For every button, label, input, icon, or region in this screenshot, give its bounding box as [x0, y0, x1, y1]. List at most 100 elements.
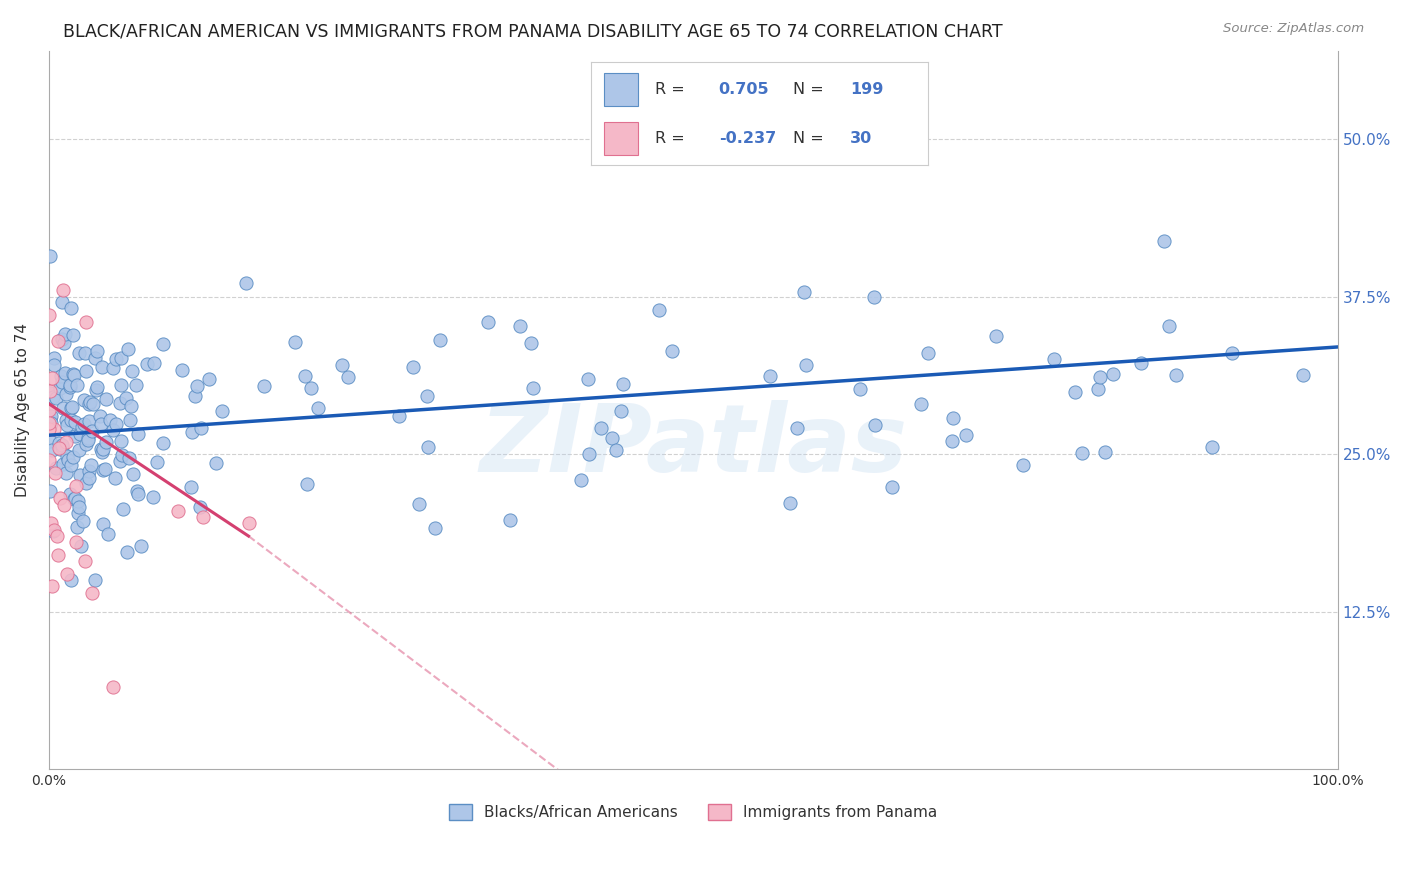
- Point: [793, 285, 815, 300]
- Point: [136, 357, 159, 371]
- Point: [45, 529, 67, 543]
- Point: [39, 409, 62, 423]
- Point: [38, 416, 60, 430]
- Point: [1101, 367, 1123, 381]
- Point: [499, 513, 522, 527]
- Point: [849, 382, 872, 396]
- Point: [44, 523, 66, 537]
- Point: [779, 496, 801, 510]
- Point: [388, 409, 411, 424]
- Point: [62, 328, 84, 343]
- Text: ZIPatlas: ZIPatlas: [479, 400, 907, 491]
- Point: [79, 394, 101, 409]
- Point: [125, 483, 148, 498]
- Point: [94, 434, 117, 449]
- Text: 30: 30: [851, 131, 873, 146]
- Point: [520, 335, 543, 350]
- Point: [307, 401, 329, 416]
- Point: [166, 504, 188, 518]
- Point: [759, 368, 782, 383]
- Point: [38, 422, 60, 436]
- Point: [51, 376, 73, 390]
- Point: [1157, 319, 1180, 334]
- Point: [55, 387, 77, 401]
- Point: [1094, 445, 1116, 459]
- Point: [600, 431, 623, 445]
- Text: R =: R =: [655, 81, 689, 96]
- Point: [77, 397, 100, 411]
- Point: [253, 379, 276, 393]
- Point: [60, 401, 83, 415]
- Point: [238, 516, 260, 531]
- Point: [51, 368, 73, 383]
- Point: [183, 389, 205, 403]
- Point: [75, 345, 97, 359]
- Point: [862, 290, 884, 304]
- Point: [63, 491, 86, 506]
- Point: [67, 500, 90, 515]
- Point: [104, 417, 127, 432]
- Point: [917, 345, 939, 359]
- Point: [51, 294, 73, 309]
- Point: [91, 442, 114, 456]
- Point: [576, 372, 599, 386]
- Point: [67, 443, 90, 458]
- Point: [76, 431, 98, 445]
- Point: [44, 466, 66, 480]
- Point: [569, 473, 592, 487]
- Point: [90, 360, 112, 375]
- Point: [299, 381, 322, 395]
- Point: [408, 497, 430, 511]
- Point: [39, 386, 62, 401]
- FancyBboxPatch shape: [605, 122, 638, 155]
- Point: [1129, 356, 1152, 370]
- Point: [610, 403, 633, 417]
- Point: [66, 506, 89, 520]
- Point: [1071, 446, 1094, 460]
- Point: [39, 484, 62, 499]
- Point: [41, 371, 63, 385]
- Point: [46, 548, 69, 562]
- Point: [152, 436, 174, 450]
- Text: 0.705: 0.705: [718, 81, 769, 96]
- Point: [110, 454, 132, 468]
- Point: [910, 397, 932, 411]
- Point: [75, 315, 97, 329]
- Point: [83, 573, 105, 587]
- Point: [882, 480, 904, 494]
- Point: [143, 356, 166, 370]
- Point: [612, 376, 634, 391]
- Point: [67, 346, 90, 360]
- Point: [65, 535, 87, 549]
- Point: [70, 420, 93, 434]
- Point: [60, 458, 83, 472]
- Point: [90, 442, 112, 456]
- Point: [69, 427, 91, 442]
- Point: [84, 351, 107, 365]
- Point: [38, 403, 60, 417]
- Point: [786, 420, 808, 434]
- Point: [522, 380, 544, 394]
- Point: [48, 435, 70, 450]
- Point: [65, 378, 87, 392]
- Point: [62, 367, 84, 381]
- Point: [1153, 234, 1175, 248]
- Point: [39, 412, 62, 426]
- Point: [86, 344, 108, 359]
- Legend: Blacks/African Americans, Immigrants from Panama: Blacks/African Americans, Immigrants fro…: [443, 798, 943, 826]
- Point: [52, 401, 75, 416]
- Point: [45, 391, 67, 405]
- Point: [111, 502, 134, 516]
- Point: [59, 413, 82, 427]
- Point: [73, 417, 96, 431]
- Point: [235, 277, 257, 291]
- Point: [942, 410, 965, 425]
- Point: [80, 424, 103, 438]
- Point: [418, 440, 440, 454]
- Point: [38, 309, 60, 323]
- Point: [82, 396, 104, 410]
- Point: [429, 333, 451, 347]
- Text: -0.237: -0.237: [718, 131, 776, 146]
- Point: [94, 392, 117, 407]
- Point: [46, 334, 69, 348]
